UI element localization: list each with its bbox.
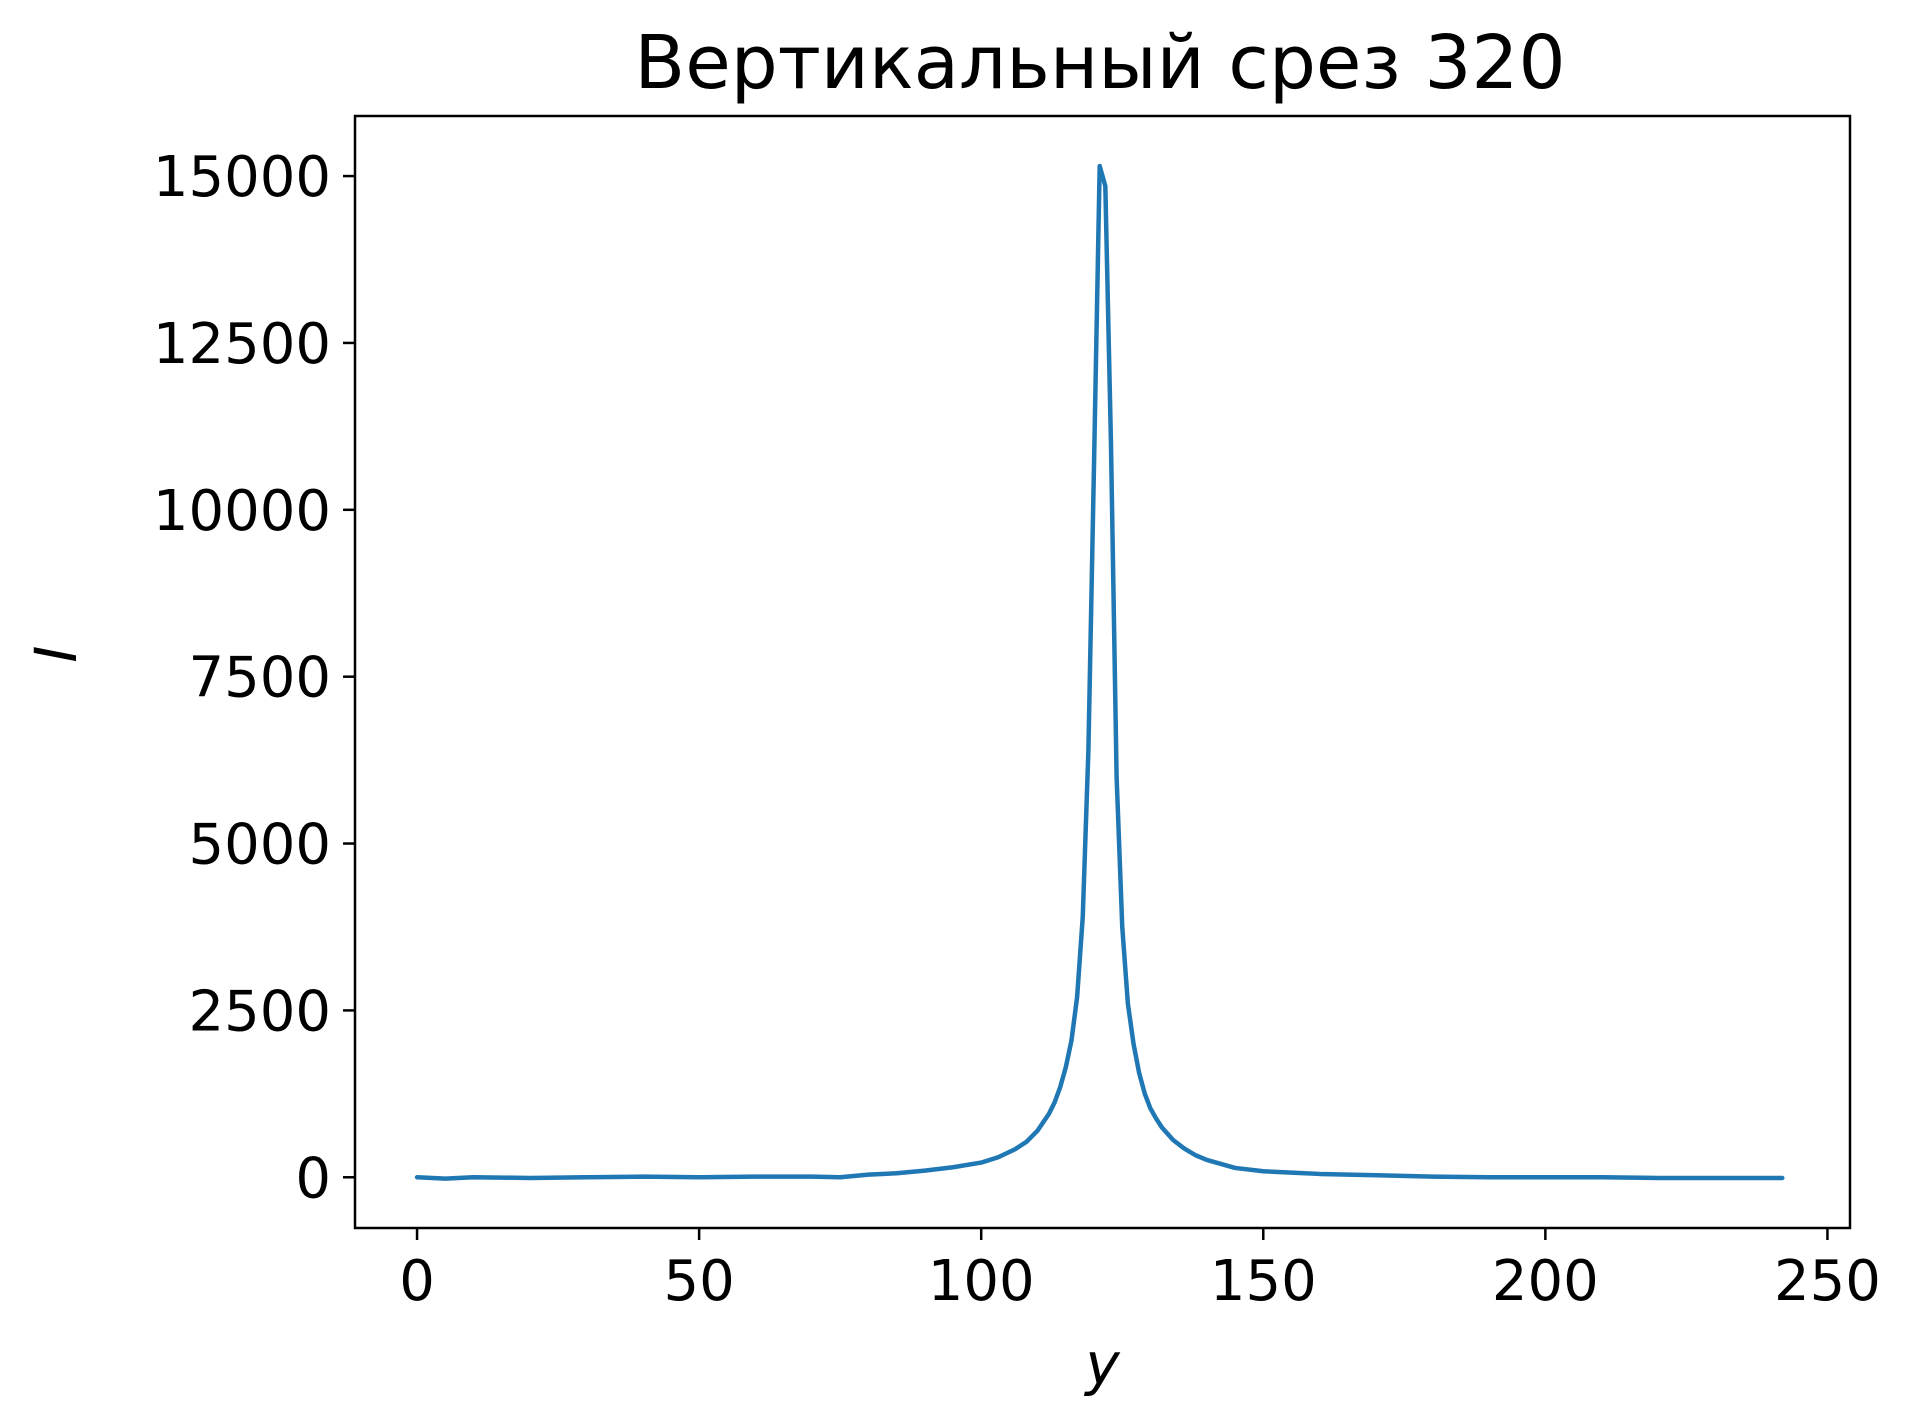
- ticks-layer: 0 50 100 150 200 2500250050007500100001250015…: [153, 145, 1881, 1314]
- x-axis-label: y: [1083, 1330, 1120, 1398]
- y-tick-label-15000: 15000: [153, 145, 331, 210]
- plot-frame: [353, 114, 1852, 1230]
- x-tick-label-200: 200: [1492, 1249, 1599, 1314]
- y-tick-label-0: 0: [295, 1146, 331, 1211]
- x-tick-label-100: 100: [928, 1249, 1035, 1314]
- y-tick-label-12500: 12500: [153, 312, 331, 377]
- y-tick-label-5000: 5000: [188, 813, 331, 878]
- y-tick-label-7500: 7500: [188, 646, 331, 711]
- y-tick-label-10000: 10000: [153, 479, 331, 544]
- x-tick-label-0: 0: [399, 1249, 435, 1314]
- y-axis-label: I: [22, 645, 90, 662]
- x-tick-label-50: 50: [663, 1249, 734, 1314]
- series-line: [414, 163, 1785, 1181]
- x-tick-label-250: 250: [1774, 1249, 1881, 1314]
- chart-title: Вертикальный срез 320: [634, 20, 1565, 106]
- y-tick-label-2500: 2500: [188, 979, 331, 1044]
- x-tick-label-150: 150: [1210, 1249, 1317, 1314]
